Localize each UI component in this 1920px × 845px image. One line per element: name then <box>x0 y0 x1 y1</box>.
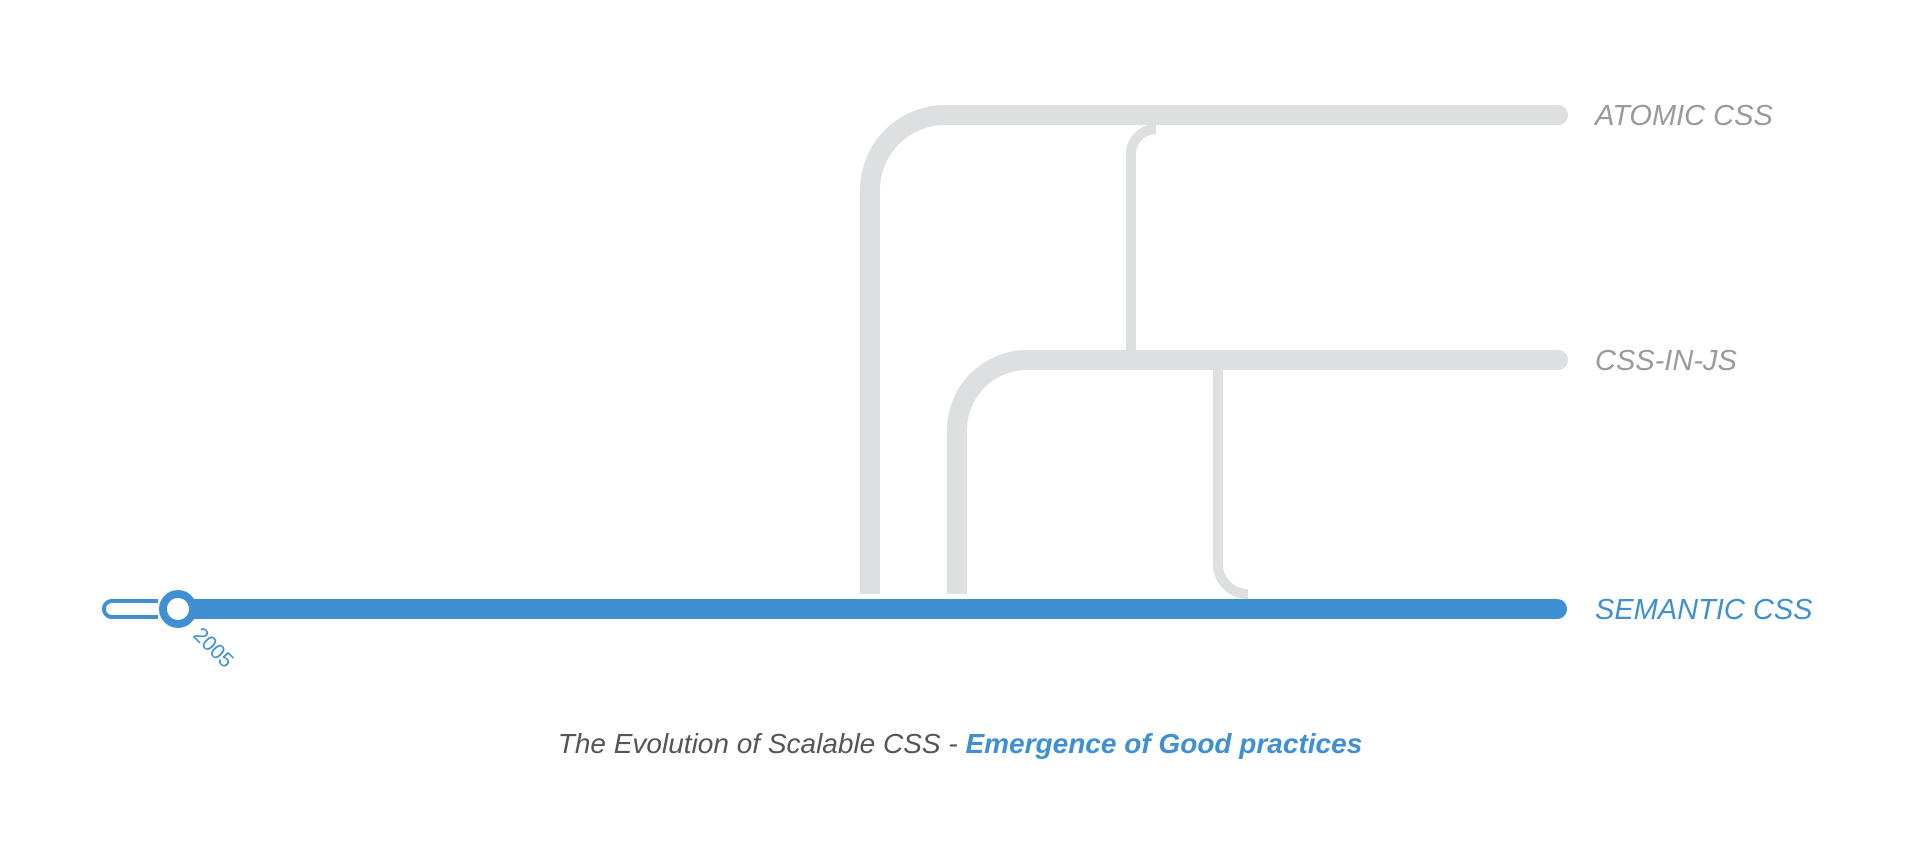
atomic-css-branch-line <box>860 105 1558 594</box>
year-label: 2005 <box>188 623 237 672</box>
timeline-position-marker[interactable] <box>159 590 197 628</box>
cssinjs-to-atomic-connector <box>1126 124 1157 360</box>
caption-highlight: Emergence of Good practices <box>965 728 1363 759</box>
diagram-caption: The Evolution of Scalable CSS - Emergenc… <box>0 728 1920 760</box>
cssinjs-to-semantic-connector <box>1213 370 1249 599</box>
atomic-css-label: ATOMIC CSS <box>1593 100 1773 132</box>
cssinjs-branch-end <box>1548 350 1568 370</box>
atomic-css-branch-end <box>1548 105 1568 125</box>
timeline-start-cap <box>102 599 158 619</box>
css-in-js-label: CSS-IN-JS <box>1595 345 1737 377</box>
semantic-css-label: SEMANTIC CSS <box>1595 594 1813 626</box>
cssinjs-branch-line <box>947 350 1558 594</box>
caption-text: The Evolution of Scalable CSS - <box>557 728 966 759</box>
